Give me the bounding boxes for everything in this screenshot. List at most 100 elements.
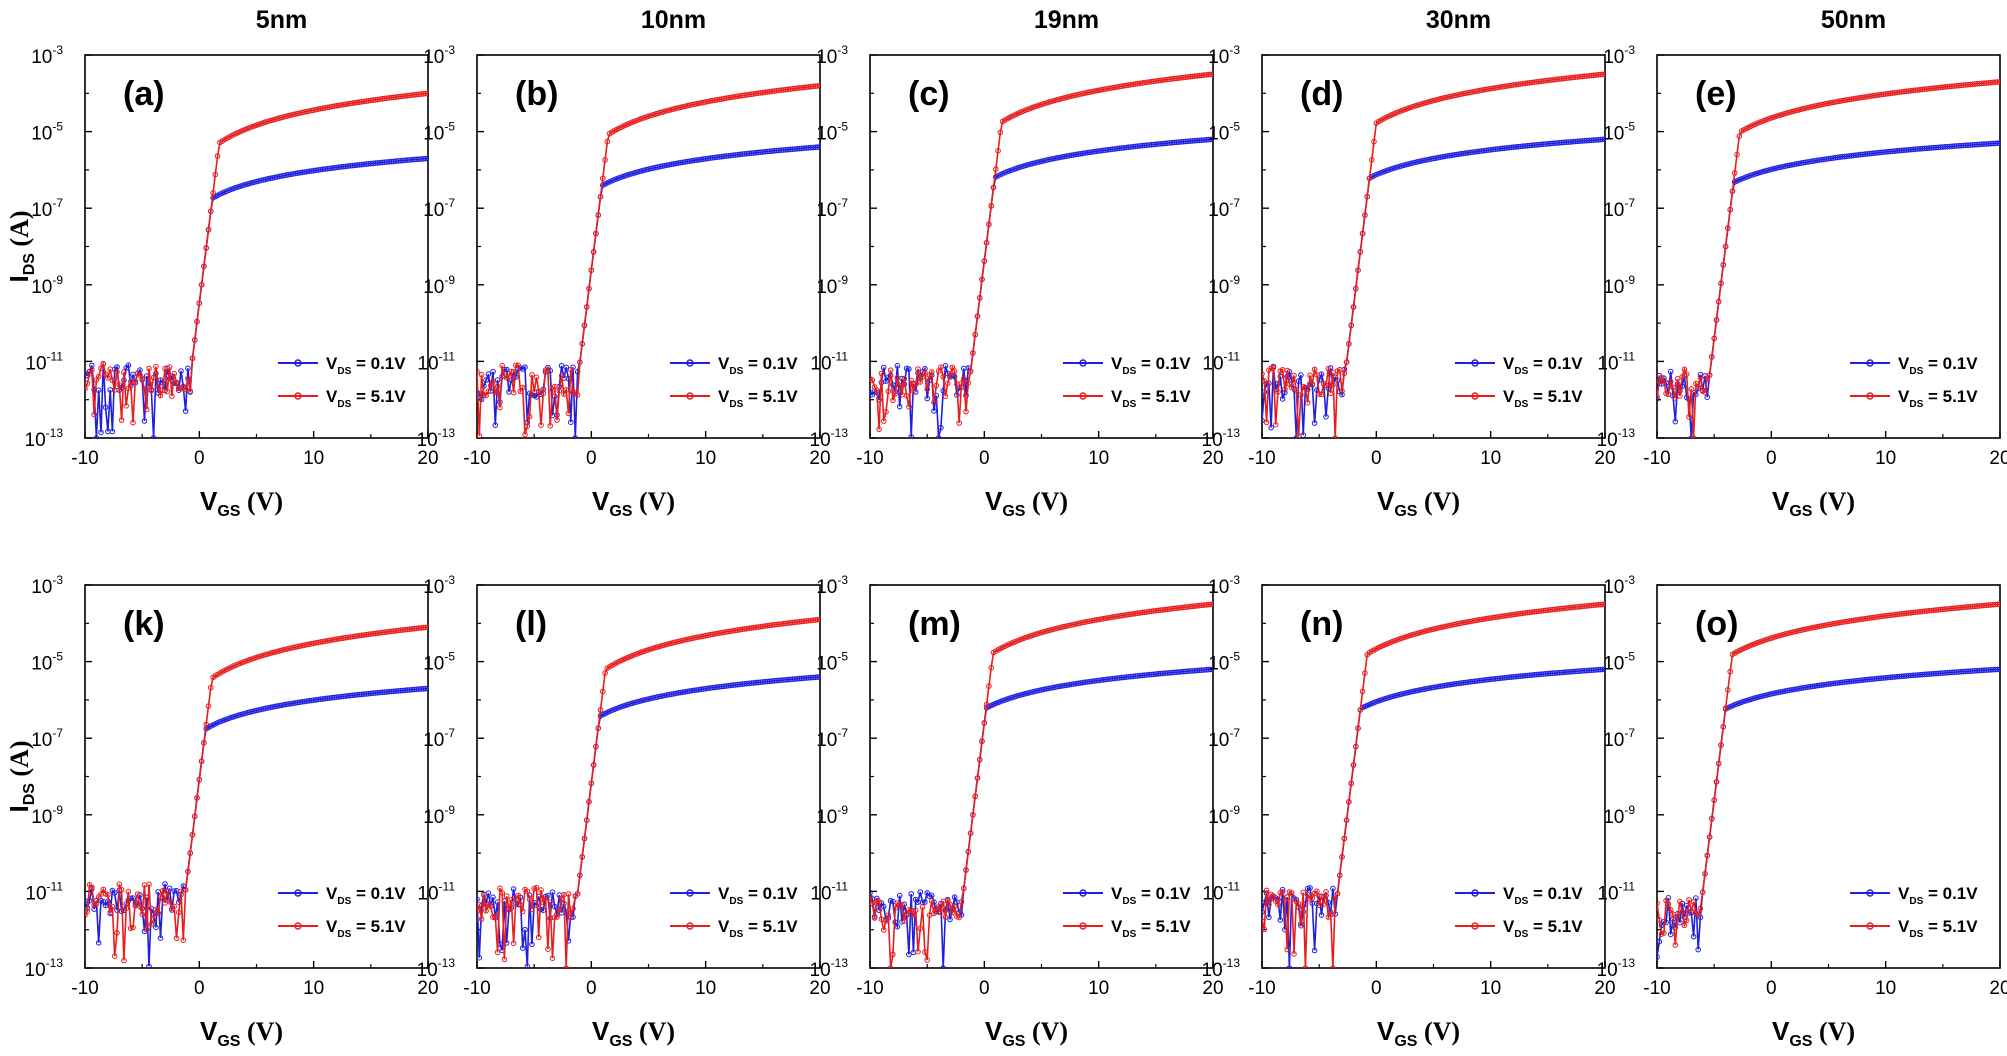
data-point	[545, 367, 551, 373]
data-point	[148, 921, 155, 928]
data-point	[1994, 666, 2000, 673]
data-point	[1697, 905, 1704, 912]
data-point	[912, 381, 919, 388]
legend-marker	[294, 392, 302, 400]
data-point	[549, 955, 556, 962]
data-point	[951, 903, 958, 910]
data-point	[977, 295, 983, 301]
data-point	[979, 738, 985, 745]
data-point	[1720, 262, 1727, 268]
data-point	[814, 616, 820, 623]
data-point	[1332, 435, 1338, 438]
data-point	[602, 670, 608, 676]
data-point	[146, 365, 152, 372]
data-point	[967, 830, 974, 837]
data-point	[1343, 359, 1350, 366]
data-point	[928, 898, 935, 904]
data-point	[1690, 435, 1697, 438]
data-point	[997, 129, 1004, 136]
data-point	[1663, 390, 1669, 397]
data-point	[1994, 601, 2000, 608]
x-axis-label: VGS (V)	[1377, 486, 1460, 520]
y-tick-label: 10-13	[810, 426, 849, 451]
data-point	[1268, 424, 1274, 431]
y-tick-label: 10-9	[1603, 273, 1635, 298]
data-point	[951, 368, 958, 374]
legend-entry: VDS = 5.1V	[1111, 917, 1191, 940]
data-point	[102, 902, 109, 909]
data-point	[510, 389, 517, 396]
data-point	[185, 868, 191, 875]
data-point	[974, 775, 981, 781]
y-tick-label: 10-13	[1597, 956, 1636, 981]
data-point	[924, 957, 931, 963]
data-point	[1210, 136, 1213, 143]
data-point	[1282, 386, 1288, 393]
data-point	[1679, 383, 1685, 390]
data-point	[990, 184, 997, 191]
data-point	[961, 376, 967, 382]
data-point	[1298, 392, 1304, 398]
data-point	[490, 894, 496, 901]
data-point	[1359, 230, 1366, 237]
data-point	[533, 884, 540, 891]
data-point	[477, 368, 480, 375]
data-point	[1670, 911, 1676, 917]
data-point	[176, 909, 182, 916]
data-point	[892, 905, 899, 912]
data-point	[944, 380, 951, 387]
data-point	[1327, 390, 1334, 397]
data-point	[1270, 364, 1277, 371]
data-point	[947, 916, 953, 923]
data-point	[205, 703, 212, 709]
data-point	[1713, 779, 1720, 785]
data-point	[1681, 366, 1688, 373]
data-point	[967, 368, 974, 375]
panel-label: (n)	[1300, 605, 1343, 643]
data-point	[422, 685, 428, 692]
data-point	[1207, 601, 1213, 608]
data-point	[876, 426, 882, 433]
data-point	[98, 365, 104, 372]
data-point	[910, 912, 917, 919]
x-tick-label: 0	[194, 978, 205, 999]
data-point	[173, 379, 180, 386]
y-tick-label: 10-5	[816, 650, 848, 675]
data-point	[590, 762, 597, 768]
data-point	[970, 350, 976, 356]
data-point	[89, 367, 95, 373]
data-point	[194, 318, 200, 325]
data-point	[577, 872, 583, 879]
data-point	[1288, 890, 1295, 896]
legend-marker	[294, 889, 302, 897]
legend-entry: VDS = 0.1V	[1503, 354, 1583, 377]
data-point	[1311, 947, 1318, 954]
data-point	[1330, 965, 1336, 968]
data-point	[492, 913, 499, 919]
data-point	[1661, 930, 1667, 936]
data-point	[1657, 396, 1660, 402]
legend-entry: VDS = 0.1V	[718, 884, 798, 907]
data-point	[910, 387, 917, 394]
data-point	[981, 720, 988, 726]
data-point	[547, 423, 554, 429]
data-point	[1207, 71, 1213, 78]
data-point	[1369, 157, 1375, 163]
series-line-vds-5-1v	[477, 84, 820, 436]
y-tick-label: 10-3	[1208, 43, 1240, 68]
data-point	[878, 916, 885, 923]
data-point	[481, 892, 487, 898]
data-point	[1332, 895, 1338, 902]
data-point	[1657, 900, 1660, 907]
x-axis-label: VGS (V)	[592, 486, 675, 520]
data-point	[1295, 378, 1302, 384]
data-point	[993, 166, 999, 172]
data-point	[185, 375, 191, 382]
data-point	[919, 374, 926, 380]
data-point	[1334, 890, 1341, 897]
data-point	[1210, 666, 1213, 673]
data-point	[187, 388, 193, 394]
data-point	[1683, 917, 1690, 924]
data-point	[1275, 902, 1281, 908]
data-point	[422, 90, 428, 97]
